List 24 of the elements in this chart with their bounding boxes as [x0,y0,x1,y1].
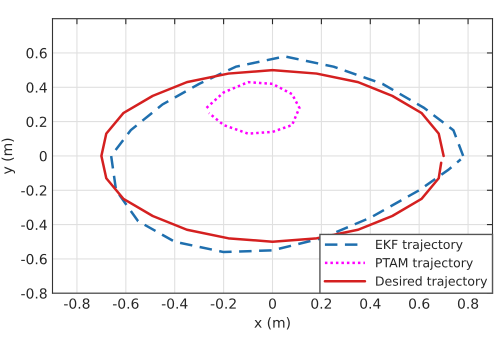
legend-label: PTAM trajectory [376,258,473,270]
y-tick-label: -0.6 [21,254,47,264]
y-tick-label: 0.4 [26,82,47,93]
y-tick-label: -0.8 [21,288,47,299]
x-tick-label: -0.2 [210,298,236,309]
x-tick-label: 0.8 [458,298,478,309]
x-axis-title: x (m) [254,317,290,330]
y-tick-label: -0.4 [21,220,47,230]
x-tick-label: -0.6 [112,298,139,309]
y-tick-label: 0.6 [26,48,47,58]
x-tick-label: 0.2 [311,298,332,309]
x-tick-label: -0.4 [162,298,188,309]
line-series [205,80,301,135]
legend-label: EKF trajectory [376,239,463,252]
y-tick-label: 0 [40,150,47,162]
legend-label: Desired trajectory [376,276,488,288]
x-tick-label: 0 [268,298,276,309]
y-tick-label: 0.2 [26,116,46,128]
x-tick-label: 0.4 [360,298,381,309]
line-series [110,55,464,254]
x-tick-label: 0.6 [409,298,430,309]
x-tick-label: -0.8 [64,298,90,309]
y-axis-title: y (m) [2,138,15,174]
y-tick-label: -0.2 [21,185,46,196]
